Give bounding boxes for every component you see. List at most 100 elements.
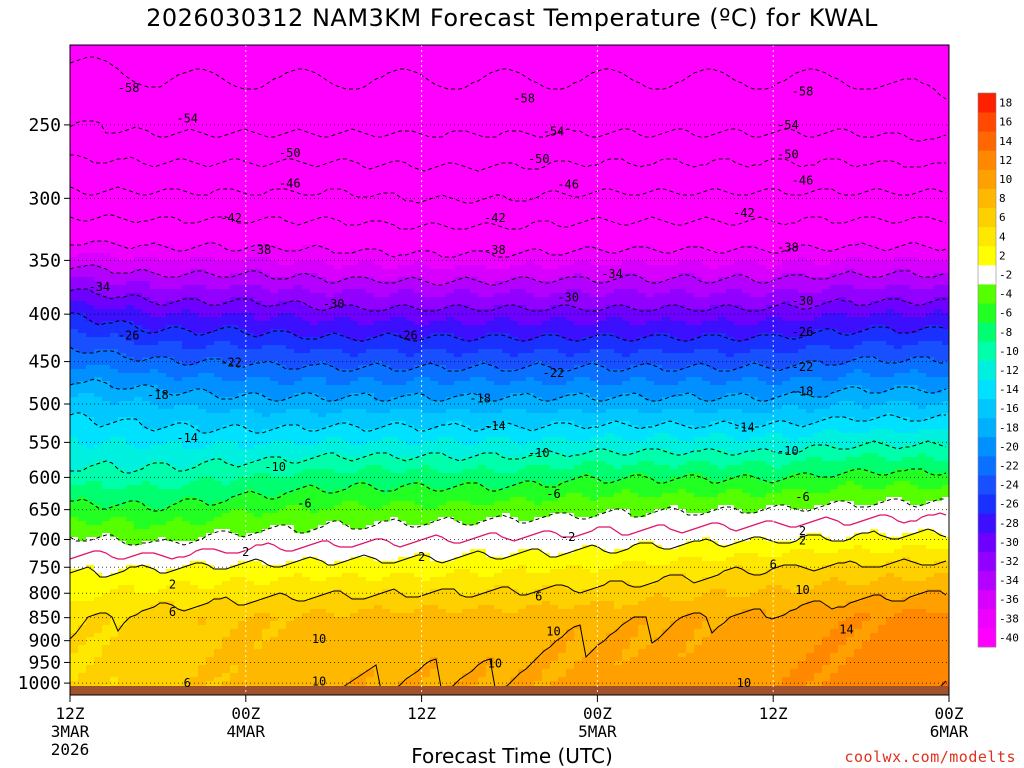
field-cell <box>174 301 183 314</box>
field-cell <box>190 285 199 298</box>
field-cell <box>646 597 655 646</box>
field-cell <box>134 501 143 530</box>
field-cell <box>662 597 671 630</box>
field-cell <box>534 549 543 574</box>
field-cell <box>366 465 375 486</box>
field-cell <box>414 45 423 250</box>
field-cell <box>830 477 839 490</box>
field-cell <box>790 377 799 394</box>
field-cell <box>510 425 519 442</box>
field-cell <box>526 429 535 442</box>
field-cell <box>822 553 831 566</box>
field-cell <box>526 573 535 594</box>
y-axis: 2503003504004505005506006507007508008509… <box>18 115 70 694</box>
field-cell <box>382 577 391 590</box>
field-cell <box>750 449 759 462</box>
field-cell <box>934 285 943 298</box>
field-cell <box>206 657 215 682</box>
field-cell <box>678 273 687 290</box>
field-cell <box>766 481 775 494</box>
field-cell <box>518 521 527 550</box>
field-cell <box>414 457 423 470</box>
field-cell <box>798 549 807 566</box>
field-cell <box>638 497 647 518</box>
field-cell <box>198 389 207 410</box>
field-cell <box>846 601 855 618</box>
y-tick-label: 750 <box>28 557 61 578</box>
field-cell <box>862 45 871 246</box>
field-cell <box>718 369 727 386</box>
field-cell <box>310 365 319 378</box>
field-cell <box>310 349 319 366</box>
field-cell <box>334 617 343 690</box>
field-cell <box>582 657 591 695</box>
field-cell <box>550 385 559 402</box>
field-cell <box>398 485 407 502</box>
field-cell <box>750 325 759 338</box>
field-cell <box>86 465 95 482</box>
field-cell <box>782 489 791 506</box>
field-cell <box>454 277 463 290</box>
field-cell <box>342 289 351 306</box>
field-cell <box>830 417 839 430</box>
field-cell <box>894 561 903 578</box>
field-cell <box>86 289 95 306</box>
field-cell <box>478 297 487 310</box>
field-cell <box>806 653 815 682</box>
field-cell <box>830 565 839 578</box>
field-cell <box>702 297 711 310</box>
x-tick-label: 12Z <box>56 704 85 723</box>
field-cell <box>670 265 679 278</box>
field-cell <box>422 509 431 526</box>
field-cell <box>318 397 327 418</box>
field-cell <box>646 337 655 350</box>
field-cell <box>110 321 119 334</box>
field-cell <box>670 397 679 410</box>
field-cell <box>630 617 639 638</box>
field-cell <box>798 473 807 490</box>
contour-label: 10 <box>795 583 809 597</box>
field-cell <box>286 561 295 578</box>
field-cell <box>366 609 375 670</box>
field-cell <box>382 333 391 350</box>
field-cell <box>262 321 271 334</box>
field-cell <box>910 561 919 582</box>
field-cell <box>406 393 415 410</box>
field-cell <box>238 449 247 466</box>
field-cell <box>662 433 671 450</box>
field-cell <box>782 477 791 490</box>
field-cell <box>430 657 439 670</box>
field-cell <box>438 505 447 518</box>
field-cell <box>470 325 479 342</box>
field-cell <box>942 273 949 286</box>
field-cell <box>414 481 423 506</box>
field-cell <box>638 365 647 378</box>
field-cell <box>486 349 495 366</box>
field-cell <box>102 441 111 462</box>
field-cell <box>622 321 631 342</box>
field-cell <box>110 421 119 438</box>
field-cell <box>470 549 479 574</box>
field-cell <box>78 289 87 302</box>
field-cell <box>670 305 679 322</box>
field-cell <box>110 589 119 638</box>
colorbar-swatch <box>978 398 996 419</box>
field-cell <box>798 589 807 606</box>
field-cell <box>438 269 447 286</box>
field-cell <box>694 645 703 695</box>
field-cell <box>510 569 519 590</box>
field-cell <box>734 541 743 554</box>
field-cell <box>718 469 727 482</box>
field-cell <box>478 505 487 522</box>
field-cell <box>174 541 183 570</box>
field-cell <box>270 581 279 594</box>
field-cell <box>430 561 439 578</box>
field-cell <box>734 341 743 354</box>
field-cell <box>246 393 255 410</box>
field-cell <box>598 333 607 350</box>
field-cell <box>798 605 807 662</box>
field-cell <box>758 413 767 426</box>
field-cell <box>758 481 767 498</box>
field-cell <box>150 509 159 526</box>
field-cell <box>310 557 319 582</box>
